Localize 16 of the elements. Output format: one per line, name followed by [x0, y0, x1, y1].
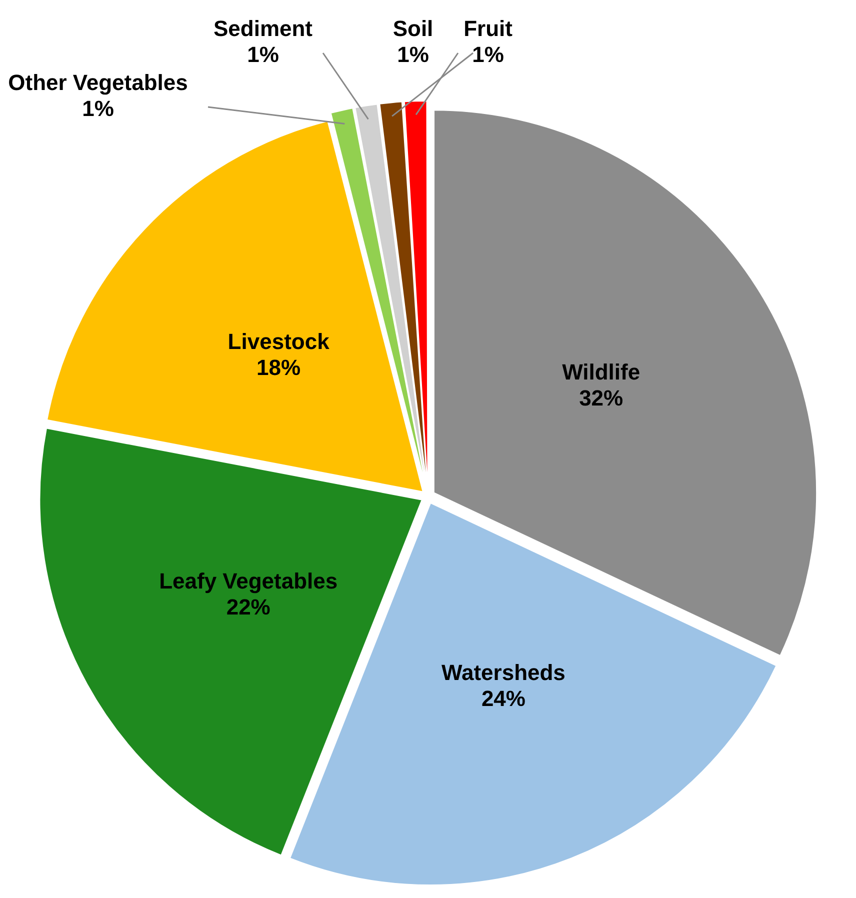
slice-label: Soil [392, 16, 434, 42]
slice-label: Leafy Vegetables [159, 568, 338, 594]
slice-label: Other Vegetables [8, 70, 188, 96]
slice-label: Livestock [228, 329, 330, 354]
data-label: 22% [226, 594, 270, 620]
slice-label: Sediment [213, 16, 314, 42]
data-label: 1% [82, 96, 114, 122]
data-label: 24% [481, 686, 526, 712]
data-label: 18% [256, 355, 301, 380]
slice-label: Watersheds [442, 660, 566, 686]
slice-label: Wildlife [562, 360, 640, 385]
data-label: 1% [397, 42, 429, 68]
data-label: 1% [472, 42, 504, 68]
data-label: 32% [579, 386, 624, 411]
data-label: 1% [247, 42, 279, 68]
slice-label: Fruit [464, 16, 514, 42]
